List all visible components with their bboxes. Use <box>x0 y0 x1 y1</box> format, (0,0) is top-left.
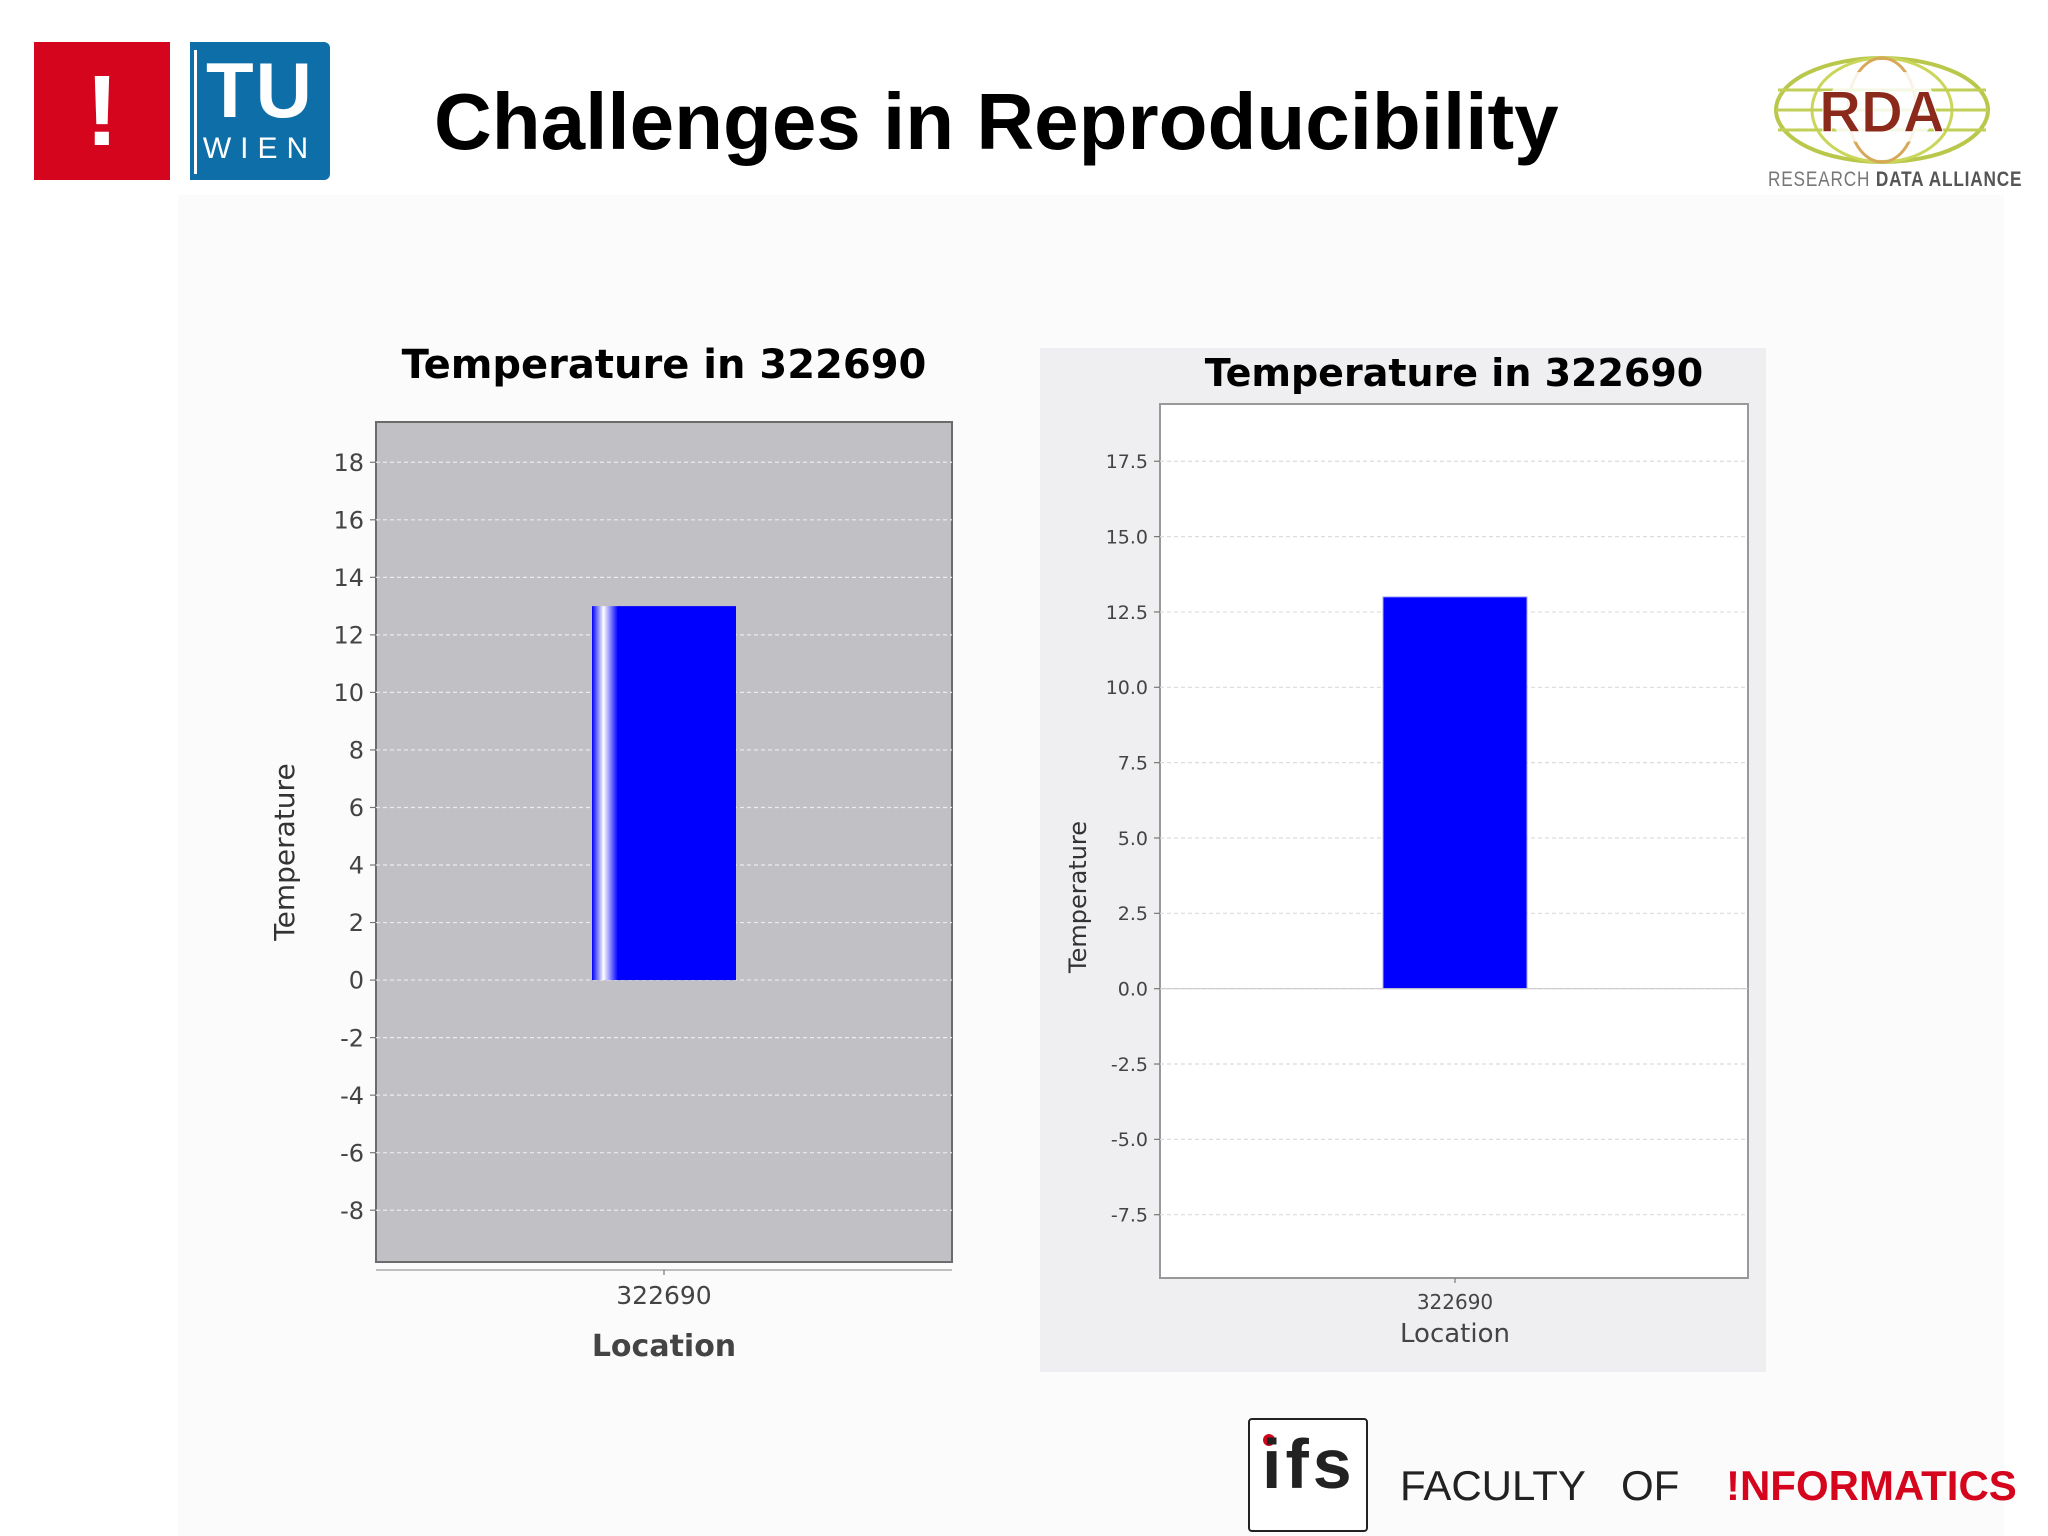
tu-logo-text: TU <box>206 46 314 134</box>
y-axis-label: Temperature <box>1064 821 1092 974</box>
bar <box>592 606 736 981</box>
y-tick-label: -6 <box>340 1139 364 1167</box>
y-tick-label: 5.0 <box>1118 828 1148 850</box>
chart-svg: Temperature in 322690 -8 -6 -4 -2 0 2 4 6 8 10 12 14… <box>270 342 953 1364</box>
y-tick-label: 7.5 <box>1118 752 1148 774</box>
y-tick-label: 12.5 <box>1106 602 1148 624</box>
rda-caption: RESEARCH DATA ALLIANCE <box>1768 168 2023 191</box>
y-tick-label: 14 <box>333 564 364 592</box>
bar <box>1382 596 1528 990</box>
y-axis-label: Temperature <box>270 763 301 941</box>
ifs-logo: ifs <box>1248 1418 1368 1532</box>
rda-logo-mark: RDA <box>1819 80 1945 145</box>
y-tick-label: -7.5 <box>1111 1205 1148 1227</box>
y-tick-label: 17.5 <box>1106 451 1148 473</box>
y-tick-label: 2.5 <box>1118 903 1148 925</box>
chart-right: Temperature in 322690 -7.5 -5.0 -2.5 0.0 2.5 5… <box>1040 348 1766 1372</box>
chart-svg: Temperature in 322690 -7.5 -5.0 -2.5 0.0 2.5 5… <box>1064 351 1749 1349</box>
tu-logo-wordmark: TU WIEN <box>190 42 330 180</box>
y-tick-label: 16 <box>333 506 364 534</box>
y-tick-label: -2 <box>340 1024 364 1052</box>
x-tick-label: 322690 <box>1417 1290 1493 1314</box>
y-tick-label: 0.0 <box>1118 979 1148 1001</box>
y-tick-label: 18 <box>333 449 364 477</box>
y-tick-label: 0 <box>349 967 364 995</box>
y-tick-label: 2 <box>349 909 364 937</box>
ifs-dot-icon <box>1263 1434 1275 1446</box>
rda-globe-icon: RDA <box>1774 56 1990 164</box>
y-tick-label: -2.5 <box>1111 1054 1148 1076</box>
y-tick-label: 10.0 <box>1106 677 1148 699</box>
y-tick-label: 4 <box>349 852 364 880</box>
y-tick-label: -5.0 <box>1111 1129 1148 1151</box>
y-tick-label: 8 <box>349 737 364 765</box>
y-tick-label: 15.0 <box>1106 526 1148 548</box>
y-tick-label: -8 <box>340 1197 364 1225</box>
chart-left: Temperature in 322690 -8 -6 -4 -2 0 2 4 6 8 10 12 14… <box>270 340 990 1380</box>
y-tick-label: 6 <box>349 794 364 822</box>
x-tick-label: 322690 <box>616 1281 711 1310</box>
chart-title: Temperature in 322690 <box>402 342 927 388</box>
y-tick-label: 10 <box>333 679 364 707</box>
page-title: Challenges in Reproducibility <box>434 77 1559 166</box>
tu-logo-mark: ! <box>34 42 170 180</box>
y-tick-label: -4 <box>340 1082 364 1110</box>
tu-logo-subtext: WIEN <box>202 132 318 165</box>
y-tick-label: 12 <box>333 622 364 650</box>
ifs-logo-text: ifs <box>1262 1425 1356 1503</box>
rda-logo: RDA RESEARCH DATA ALLIANCE <box>1760 50 2023 200</box>
x-axis-label: Location <box>592 1329 736 1364</box>
x-axis-label: Location <box>1400 1319 1510 1349</box>
chart-title: Temperature in 322690 <box>1205 351 1704 395</box>
faculty-of-informatics-label: FACULTY OF !NFORMATICS <box>1400 1462 2017 1509</box>
tu-wien-logo: ! TU WIEN <box>34 42 330 180</box>
